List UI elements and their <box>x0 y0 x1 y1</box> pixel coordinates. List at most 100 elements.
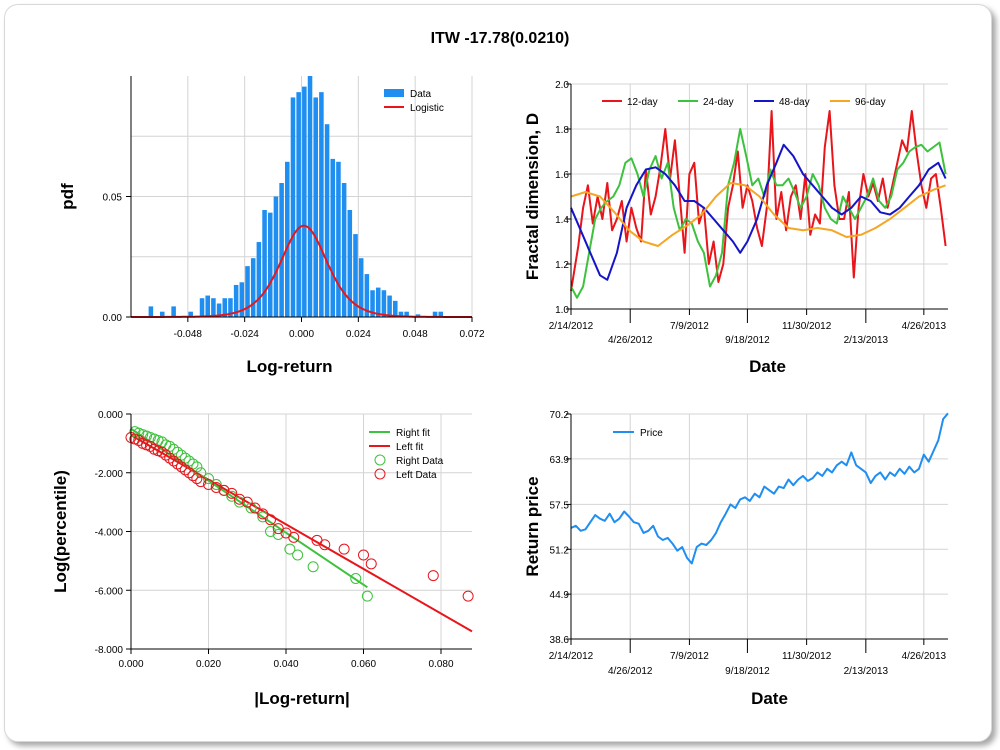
histogram-bar <box>381 290 387 317</box>
y-tick-label: -4.000 <box>95 528 124 539</box>
y-tick-label: 0.00 <box>103 313 123 324</box>
x-tick-label: 0.080 <box>428 659 453 670</box>
histogram-bar <box>438 311 444 317</box>
left-data-point <box>226 487 238 499</box>
x-tick-label: -0.048 <box>174 329 203 340</box>
price-panel: 38.6 44.9 51.2 57.5 63.9 70.2 2/14/2012 4/26/20… <box>523 410 949 708</box>
y-tick-label: 70.2 <box>550 410 570 421</box>
y-tick-label: 38.6 <box>550 635 570 646</box>
x-tick-label: 4/26/2013 <box>902 651 947 662</box>
y-tick-label: 1.0 <box>555 305 569 316</box>
y-tick-label: 51.2 <box>550 545 570 556</box>
x-tick-label: 0.000 <box>118 659 143 670</box>
right-data-point <box>307 561 319 573</box>
y-axis-title: Log(percentile) <box>51 470 70 593</box>
fractal-panel: 1.0 1.2 1.4 1.6 1.8 2.0 2/14/2012 4/26/2012 7/9/… <box>523 80 948 376</box>
right-data-point <box>292 549 304 561</box>
histogram-bar <box>216 303 222 317</box>
histogram-bar <box>319 92 324 317</box>
right-fit-line <box>130 427 368 589</box>
legend-label-left-fit: Left fit <box>396 442 423 453</box>
right-data-point <box>195 467 207 479</box>
x-tick-label: -0.024 <box>230 329 259 340</box>
histogram-bar <box>432 311 438 317</box>
x-tick-label: 7/9/2012 <box>670 651 709 662</box>
legend-label-data: Data <box>410 89 432 100</box>
y-tick-label: 0.000 <box>98 410 123 421</box>
left-data-point <box>179 464 191 476</box>
legend-label-right-fit: Right fit <box>396 428 430 439</box>
histogram-bar <box>188 311 193 317</box>
x-tick-label: 9/18/2012 <box>725 666 770 677</box>
left-data-point <box>164 452 176 464</box>
histogram-bar <box>159 311 165 317</box>
left-data-point <box>265 514 276 526</box>
legend-swatch-right-data <box>374 454 386 466</box>
histogram-bar <box>262 209 267 317</box>
x-tick-label: 0.024 <box>346 329 371 340</box>
left-data-point <box>191 473 203 485</box>
left-data-point <box>462 590 474 602</box>
y-tick-label: 57.5 <box>550 500 570 511</box>
x-tick-label: 0.040 <box>273 659 298 670</box>
x-tick-label: 4/26/2012 <box>608 335 653 346</box>
x-tick-label: 2/14/2012 <box>549 321 594 332</box>
x-tick-label: 2/14/2012 <box>549 651 594 662</box>
series-line-96-day <box>570 182 946 247</box>
histogram-panel: -0.024 0.000 0.024 0.048 0.072 -0.048 0.00 0.05… <box>58 76 485 376</box>
right-data-point <box>245 502 257 514</box>
histogram-bar <box>285 161 290 317</box>
x-axis-title: Log-return <box>247 357 333 376</box>
y-tick-label: 1.2 <box>555 260 569 271</box>
histogram-bar <box>250 258 256 317</box>
left-data-point <box>249 502 261 514</box>
histogram-bar <box>233 284 239 317</box>
legend-label-right-data: Right Data <box>396 456 444 467</box>
right-data-point <box>203 473 214 485</box>
histogram-bar <box>211 298 216 317</box>
x-axis-title: Date <box>751 689 788 708</box>
left-data-point <box>218 484 230 496</box>
left-data-point <box>338 543 350 555</box>
legend-label-12-day: 12-day <box>627 97 658 108</box>
histogram-bar <box>148 306 154 317</box>
x-axis-title: Date <box>749 357 786 376</box>
y-tick-label: 1.4 <box>555 215 569 226</box>
histogram-bar <box>353 234 358 317</box>
x-tick-label: 2/13/2013 <box>844 666 889 677</box>
histogram-bar <box>302 86 307 317</box>
histogram-bar <box>364 274 370 317</box>
x-tick-label: 4/26/2013 <box>902 321 947 332</box>
left-data-point <box>160 449 172 461</box>
left-data-point <box>241 496 253 508</box>
series-line-24-day <box>570 128 947 299</box>
histogram-bar <box>205 295 210 317</box>
histogram-bar <box>171 306 176 317</box>
left-data-point <box>183 467 195 479</box>
histogram-bar <box>336 161 341 317</box>
x-tick-label: 2/13/2013 <box>844 335 889 346</box>
right-data-point <box>234 496 245 508</box>
series-line-48-day <box>570 143 947 281</box>
right-data-point <box>284 543 296 555</box>
right-data-point <box>361 590 373 602</box>
right-data-point <box>350 573 362 584</box>
histogram-bar <box>375 287 381 317</box>
y-tick-label: 0.05 <box>103 193 123 204</box>
histogram-bar <box>398 311 404 317</box>
right-data-point <box>210 479 222 490</box>
series-line-12-day <box>570 110 947 292</box>
histogram-bar <box>387 295 392 317</box>
x-tick-label: 0.060 <box>351 659 376 670</box>
histogram-bar <box>324 124 330 317</box>
histogram-bar <box>245 266 250 317</box>
x-tick-label: 0.000 <box>289 329 314 340</box>
histogram-bar <box>290 97 296 317</box>
y-tick-label: -6.000 <box>95 586 124 597</box>
page-title: ITW -17.78(0.0210) <box>430 30 570 47</box>
histogram-bar <box>239 282 245 317</box>
x-tick-label: 0.020 <box>196 659 221 670</box>
legend-label-48-day: 48-day <box>779 97 810 108</box>
left-data-point <box>358 549 369 561</box>
